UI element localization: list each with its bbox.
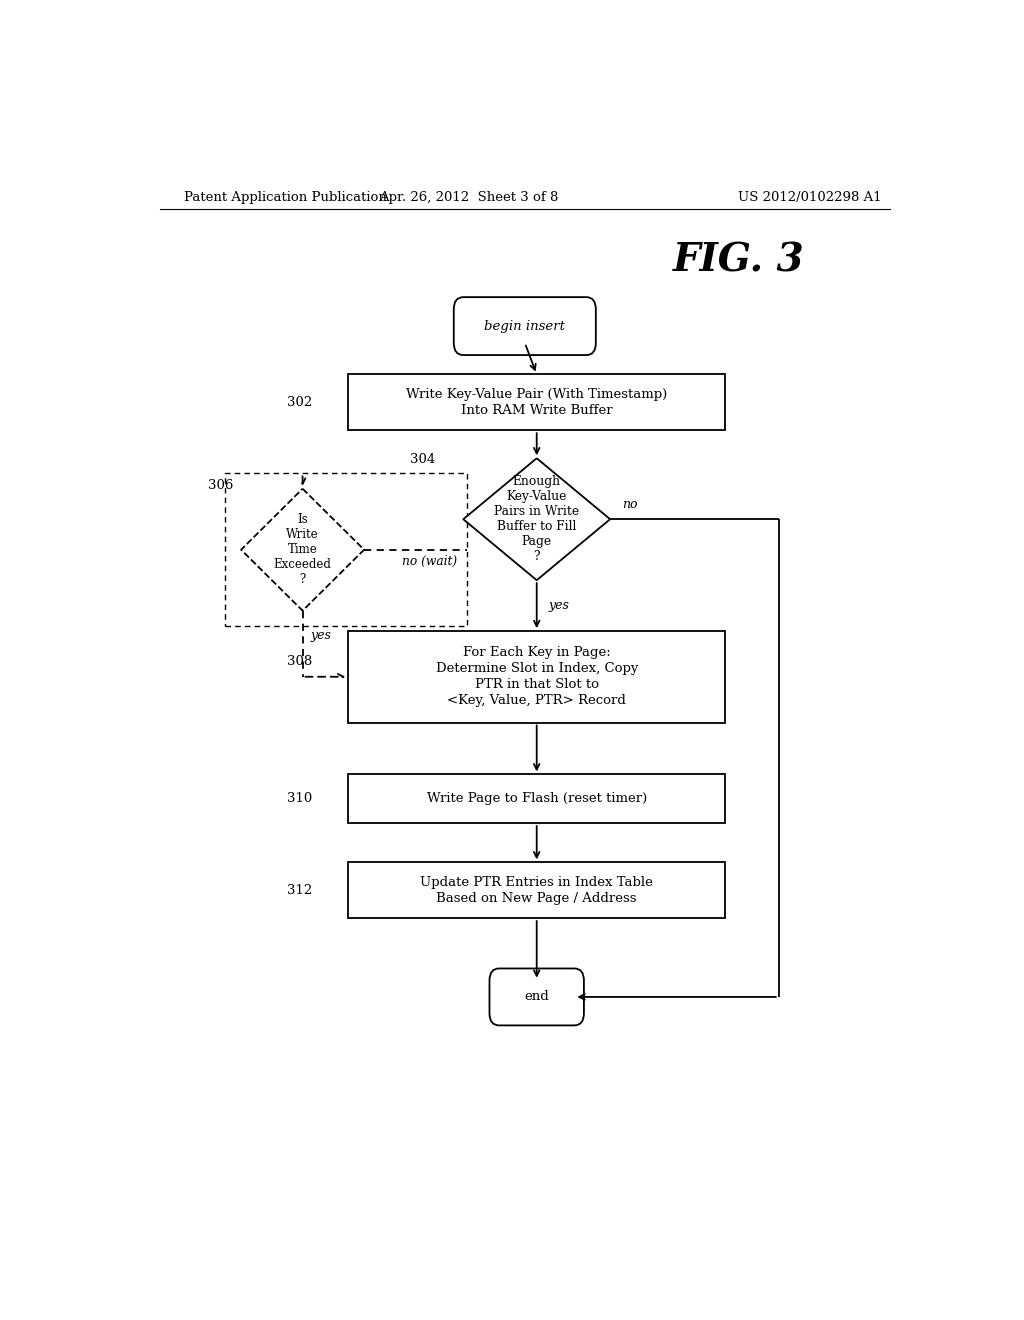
Text: no: no bbox=[622, 498, 638, 511]
FancyBboxPatch shape bbox=[348, 775, 725, 824]
FancyBboxPatch shape bbox=[348, 375, 725, 430]
Text: Is
Write
Time
Exceeded
?: Is Write Time Exceeded ? bbox=[273, 513, 332, 586]
Text: FIG. 3: FIG. 3 bbox=[673, 242, 805, 279]
Text: US 2012/0102298 A1: US 2012/0102298 A1 bbox=[738, 190, 882, 203]
Polygon shape bbox=[241, 488, 365, 611]
Text: Apr. 26, 2012  Sheet 3 of 8: Apr. 26, 2012 Sheet 3 of 8 bbox=[380, 190, 559, 203]
Text: Patent Application Publication: Patent Application Publication bbox=[183, 190, 386, 203]
Text: 302: 302 bbox=[288, 396, 312, 409]
Text: Enough
Key-Value
Pairs in Write
Buffer to Fill
Page
?: Enough Key-Value Pairs in Write Buffer t… bbox=[495, 475, 580, 564]
Text: end: end bbox=[524, 990, 549, 1003]
Text: 312: 312 bbox=[288, 883, 312, 896]
Text: Update PTR Entries in Index Table
Based on New Page / Address: Update PTR Entries in Index Table Based … bbox=[420, 875, 653, 904]
Text: 308: 308 bbox=[288, 655, 312, 668]
Text: Write Key-Value Pair (With Timestamp)
Into RAM Write Buffer: Write Key-Value Pair (With Timestamp) In… bbox=[407, 388, 668, 417]
Text: 306: 306 bbox=[208, 479, 233, 491]
Polygon shape bbox=[463, 458, 610, 581]
Text: no (wait): no (wait) bbox=[402, 554, 457, 568]
Text: begin insert: begin insert bbox=[484, 319, 565, 333]
FancyBboxPatch shape bbox=[454, 297, 596, 355]
FancyBboxPatch shape bbox=[348, 631, 725, 722]
Text: yes: yes bbox=[310, 630, 332, 642]
Text: yes: yes bbox=[549, 598, 569, 611]
Text: For Each Key in Page:
Determine Slot in Index, Copy
PTR in that Slot to
<Key, Va: For Each Key in Page: Determine Slot in … bbox=[435, 647, 638, 708]
Text: 304: 304 bbox=[411, 453, 435, 466]
Text: Write Page to Flash (reset timer): Write Page to Flash (reset timer) bbox=[427, 792, 647, 805]
Text: 310: 310 bbox=[288, 792, 312, 805]
FancyBboxPatch shape bbox=[489, 969, 584, 1026]
FancyBboxPatch shape bbox=[348, 862, 725, 919]
